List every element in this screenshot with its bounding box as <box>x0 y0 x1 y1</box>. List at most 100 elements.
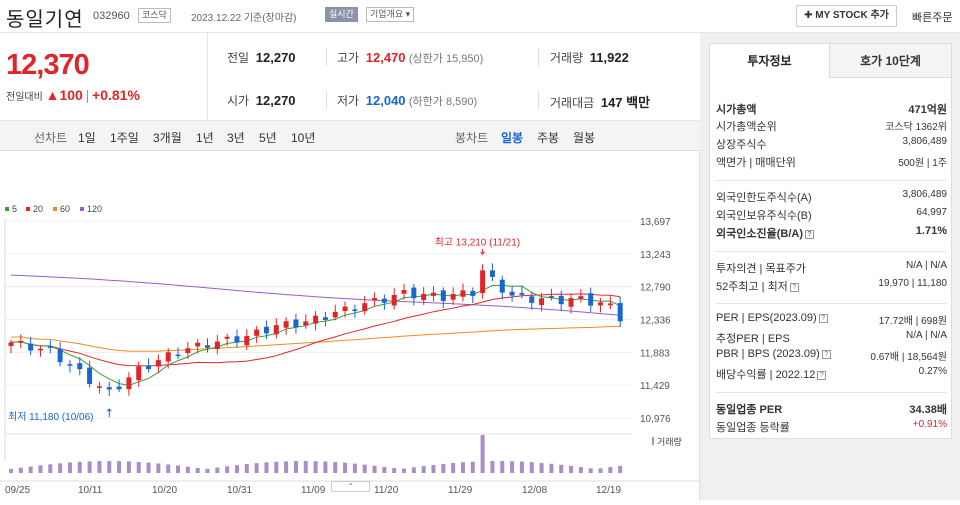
volume-bar <box>126 461 131 473</box>
invest-row: 동일업종 PER 34.38배 <box>716 401 947 418</box>
stock-chart[interactable]: 5 20 60 120 13,697 13,243 12,790 12,336 11,883 1… <box>0 151 700 500</box>
volume: 거래량 11,922 <box>550 50 629 65</box>
candle-monthly[interactable]: 월봉 <box>573 131 596 145</box>
x-tick-label: 12/08 <box>522 485 547 496</box>
invest-row-value: 19,970 | 11,180 <box>878 278 947 289</box>
prev-close: 전일 12,270 <box>227 50 296 65</box>
invest-row: 외국인소진율(B/A)? 1.71% <box>716 225 947 242</box>
candle <box>578 296 584 300</box>
volume-bar <box>569 465 574 473</box>
candle <box>568 298 574 307</box>
company-overview-dropdown[interactable]: 기업개요 ▾ <box>366 7 415 22</box>
candle-daily[interactable]: 일봉 <box>501 131 524 145</box>
candlestick-chart-svg[interactable]: 5 20 60 120 13,697 13,243 12,790 12,336 11,883 1… <box>0 151 700 500</box>
volume-bar <box>9 469 13 473</box>
legend-label: 60 <box>60 204 70 214</box>
help-icon[interactable]: ? <box>818 314 828 323</box>
x-tick-label: 11/29 <box>448 485 473 496</box>
low-price: 저가 12,040 (하한가 8,590) <box>337 93 478 108</box>
price-change-row: 전일대비 ▲100 | +0.81% <box>6 87 140 103</box>
candle-chart-label: 봉차트 <box>455 131 489 145</box>
y-tick-label: 13,697 <box>640 217 671 228</box>
volume-bar <box>323 461 328 473</box>
candle <box>165 352 171 362</box>
invest-row-value: 500원 | 1주 <box>898 158 947 169</box>
candle <box>273 325 279 335</box>
tab-invest-info[interactable]: 투자정보 <box>710 44 830 78</box>
volume-bar <box>166 464 171 473</box>
candle <box>391 294 397 306</box>
period-1y[interactable]: 1년 <box>196 131 214 145</box>
tab-orderbook[interactable]: 호가 10단계 <box>830 44 951 78</box>
volume-bar <box>225 466 230 473</box>
candle <box>185 348 191 354</box>
candle <box>28 343 34 351</box>
quick-order-link[interactable]: 빠른주문 <box>912 12 953 24</box>
volume-bar <box>588 468 593 473</box>
volume-bar <box>460 462 465 473</box>
invest-row-label: 52주최고 | 최저? <box>716 278 799 294</box>
period-5y[interactable]: 5년 <box>259 131 277 145</box>
moving-average-line <box>10 293 621 367</box>
candle <box>116 386 122 390</box>
candle <box>87 367 93 384</box>
period-10y[interactable]: 10년 <box>291 131 316 145</box>
volume-bar <box>313 461 318 473</box>
invest-row-label: 외국인보유주식수(B) <box>716 210 812 222</box>
period-3y[interactable]: 3년 <box>227 131 245 145</box>
help-icon[interactable]: ? <box>805 230 814 239</box>
period-1w[interactable]: 1주일 <box>110 131 139 145</box>
legend-swatch <box>26 207 30 211</box>
add-my-stock-button[interactable]: ✚ MY STOCK 추가 <box>796 5 897 27</box>
candle <box>529 296 535 303</box>
period-1d[interactable]: 1일 <box>78 131 96 145</box>
volume-bar <box>392 468 397 473</box>
candle <box>47 346 53 348</box>
invest-row-value: 64,997 <box>916 207 947 218</box>
volume-bar <box>146 462 151 473</box>
volume-bar <box>382 466 387 473</box>
volume-bar <box>372 465 377 473</box>
y-tick-label: 10,976 <box>640 414 671 425</box>
candle <box>489 270 495 277</box>
min-arrow <box>106 408 112 417</box>
candle <box>195 342 201 347</box>
candle-weekly[interactable]: 주봉 <box>537 131 560 145</box>
min-price-annotation: 최저 11,180 (10/06) <box>8 411 94 423</box>
invest-row: 52주최고 | 최저? 19,970 | 11,180 <box>716 278 947 295</box>
high-price: 고가 12,470 (상한가 15,950) <box>337 50 484 65</box>
legend-swatch <box>5 207 9 211</box>
candle <box>155 360 161 367</box>
help-icon[interactable]: ? <box>789 283 799 292</box>
period-3m[interactable]: 3개월 <box>153 131 182 145</box>
x-tick-label: 10/11 <box>78 485 103 496</box>
invest-row-value: 0.67배 | 18,564원 <box>870 352 947 363</box>
chart-resize-handle[interactable]: ⌃ <box>331 481 370 492</box>
invest-row-label: 시가총액 <box>716 104 757 116</box>
help-icon[interactable]: ? <box>821 350 831 359</box>
volume-bar <box>618 465 623 473</box>
candle <box>146 365 152 370</box>
current-price-box: 12,370 전일대비 ▲100 | +0.81% <box>0 33 208 121</box>
help-icon[interactable]: ? <box>817 371 827 380</box>
candle <box>598 302 604 306</box>
candle <box>244 336 250 346</box>
volume-bar <box>67 462 72 473</box>
volume-bar <box>352 463 357 473</box>
invest-row: 배당수익률 | 2022.12? 0.27% <box>716 366 947 383</box>
candle <box>617 302 623 322</box>
volume-bar <box>58 463 63 473</box>
volume-bar <box>117 461 122 473</box>
candle <box>401 289 407 294</box>
candle <box>519 292 525 295</box>
candle <box>421 293 427 301</box>
candle <box>499 279 505 293</box>
invest-row: 시가총액순위 코스닥 1362위 <box>716 118 947 135</box>
realtime-badge[interactable]: 실시간 <box>325 7 358 22</box>
volume-bar <box>441 463 446 473</box>
volume-bar <box>284 461 289 473</box>
invest-row: 동일업종 등락률 +0.91% <box>716 419 947 436</box>
invest-row: 상장주식수 3,806,489 <box>716 136 947 153</box>
candle <box>77 363 83 370</box>
invest-row-label: 투자의견 | 목표주가 <box>716 263 806 275</box>
